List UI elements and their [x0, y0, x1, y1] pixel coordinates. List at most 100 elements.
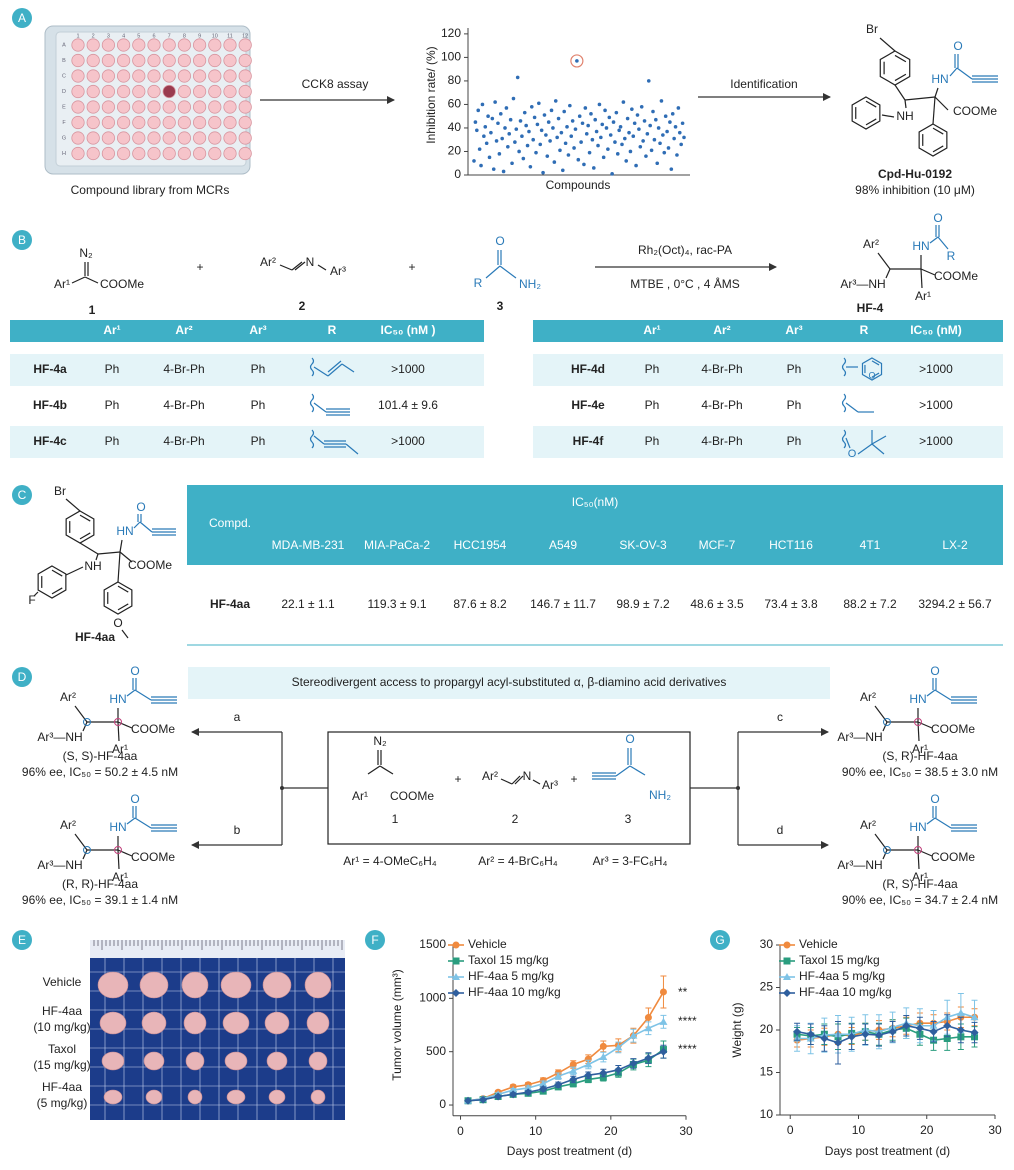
well — [147, 131, 161, 145]
compound-name: Cpd-Hu-0192 — [878, 167, 952, 181]
marker — [599, 1069, 608, 1078]
bond — [51, 569, 63, 577]
label: Ar³—NH — [37, 730, 82, 744]
marker — [509, 1090, 518, 1099]
label: O — [933, 211, 942, 225]
bond — [367, 765, 381, 775]
column-header: LX-2 — [942, 538, 968, 552]
point — [593, 117, 598, 122]
bond — [126, 817, 136, 825]
point — [635, 113, 640, 117]
point — [597, 102, 602, 107]
result: 96% ee, IC₅₀ = 50.2 ± 4.5 nM — [22, 765, 178, 779]
well — [86, 115, 100, 130]
plate-column: 5 — [137, 33, 140, 39]
bond — [327, 360, 342, 373]
row-band — [533, 426, 1003, 458]
plate-column: 2 — [92, 33, 95, 39]
point — [654, 117, 658, 122]
result: 96% ee, IC₅₀ = 39.1 ± 1.4 nM — [22, 893, 178, 907]
point — [487, 155, 492, 160]
plate-column: 11 — [227, 33, 233, 39]
attachment — [309, 393, 315, 413]
point — [507, 132, 512, 136]
marker — [956, 1009, 965, 1016]
node — [736, 786, 740, 790]
point — [560, 168, 565, 173]
bond — [932, 127, 944, 135]
stereocenter — [114, 846, 122, 854]
point — [589, 112, 593, 116]
point — [648, 123, 652, 128]
annotation: **** — [678, 1042, 697, 1056]
well — [238, 84, 252, 99]
point — [599, 135, 603, 140]
point — [594, 129, 599, 134]
plate-column: 10 — [212, 33, 218, 39]
bond — [71, 276, 86, 284]
bond — [291, 261, 303, 271]
bond — [917, 721, 920, 742]
column-header: HCT116 — [769, 538, 813, 552]
point — [591, 166, 596, 170]
well — [147, 100, 161, 114]
bond — [932, 96, 936, 125]
label: O — [113, 616, 122, 630]
well — [147, 115, 161, 130]
x-tick-label: 10 — [529, 1124, 543, 1138]
label: Ar² — [260, 255, 276, 269]
definition: Ar¹ = 4-OMeC₆H₄ — [343, 854, 437, 868]
bond — [904, 99, 907, 109]
label: R — [947, 249, 956, 263]
marker — [644, 1054, 653, 1063]
well — [147, 53, 161, 68]
tumor — [262, 971, 292, 999]
panel-label: A — [18, 11, 26, 25]
point — [603, 108, 607, 113]
point — [545, 154, 550, 158]
well — [238, 38, 252, 52]
label: HN — [109, 692, 126, 706]
marker — [584, 1075, 592, 1083]
plate-column: 12 — [242, 33, 248, 39]
tumor — [101, 1051, 125, 1071]
label: O — [130, 664, 139, 678]
bond — [845, 437, 851, 449]
label: COOMe — [131, 722, 175, 736]
marker — [659, 988, 667, 996]
bond — [65, 498, 81, 512]
bond — [917, 849, 933, 857]
point — [601, 155, 606, 160]
column-header: SK-OV-3 — [619, 538, 667, 552]
route-label: d — [777, 823, 784, 837]
attachment — [841, 357, 847, 377]
well — [71, 38, 85, 52]
bond — [117, 551, 121, 583]
well — [223, 146, 237, 161]
point — [479, 163, 483, 168]
cell: HF-4a — [33, 362, 67, 376]
point — [542, 113, 547, 117]
marker — [569, 1075, 578, 1084]
well — [147, 69, 161, 83]
well — [132, 131, 146, 145]
label: 2 — [299, 299, 306, 313]
row-band — [533, 354, 1003, 386]
point — [569, 134, 574, 138]
well — [238, 131, 252, 145]
bond — [499, 265, 517, 279]
label: Ar¹ — [912, 870, 928, 884]
well — [132, 53, 146, 68]
bond — [511, 775, 521, 785]
point — [656, 126, 661, 130]
attachment — [841, 429, 847, 449]
well — [177, 69, 191, 83]
point — [553, 99, 558, 103]
point — [632, 121, 637, 126]
well — [132, 38, 146, 52]
well — [162, 115, 176, 130]
bond — [949, 67, 958, 77]
point — [528, 164, 533, 169]
x-tick-label: 20 — [920, 1123, 934, 1137]
label: O — [848, 448, 857, 460]
